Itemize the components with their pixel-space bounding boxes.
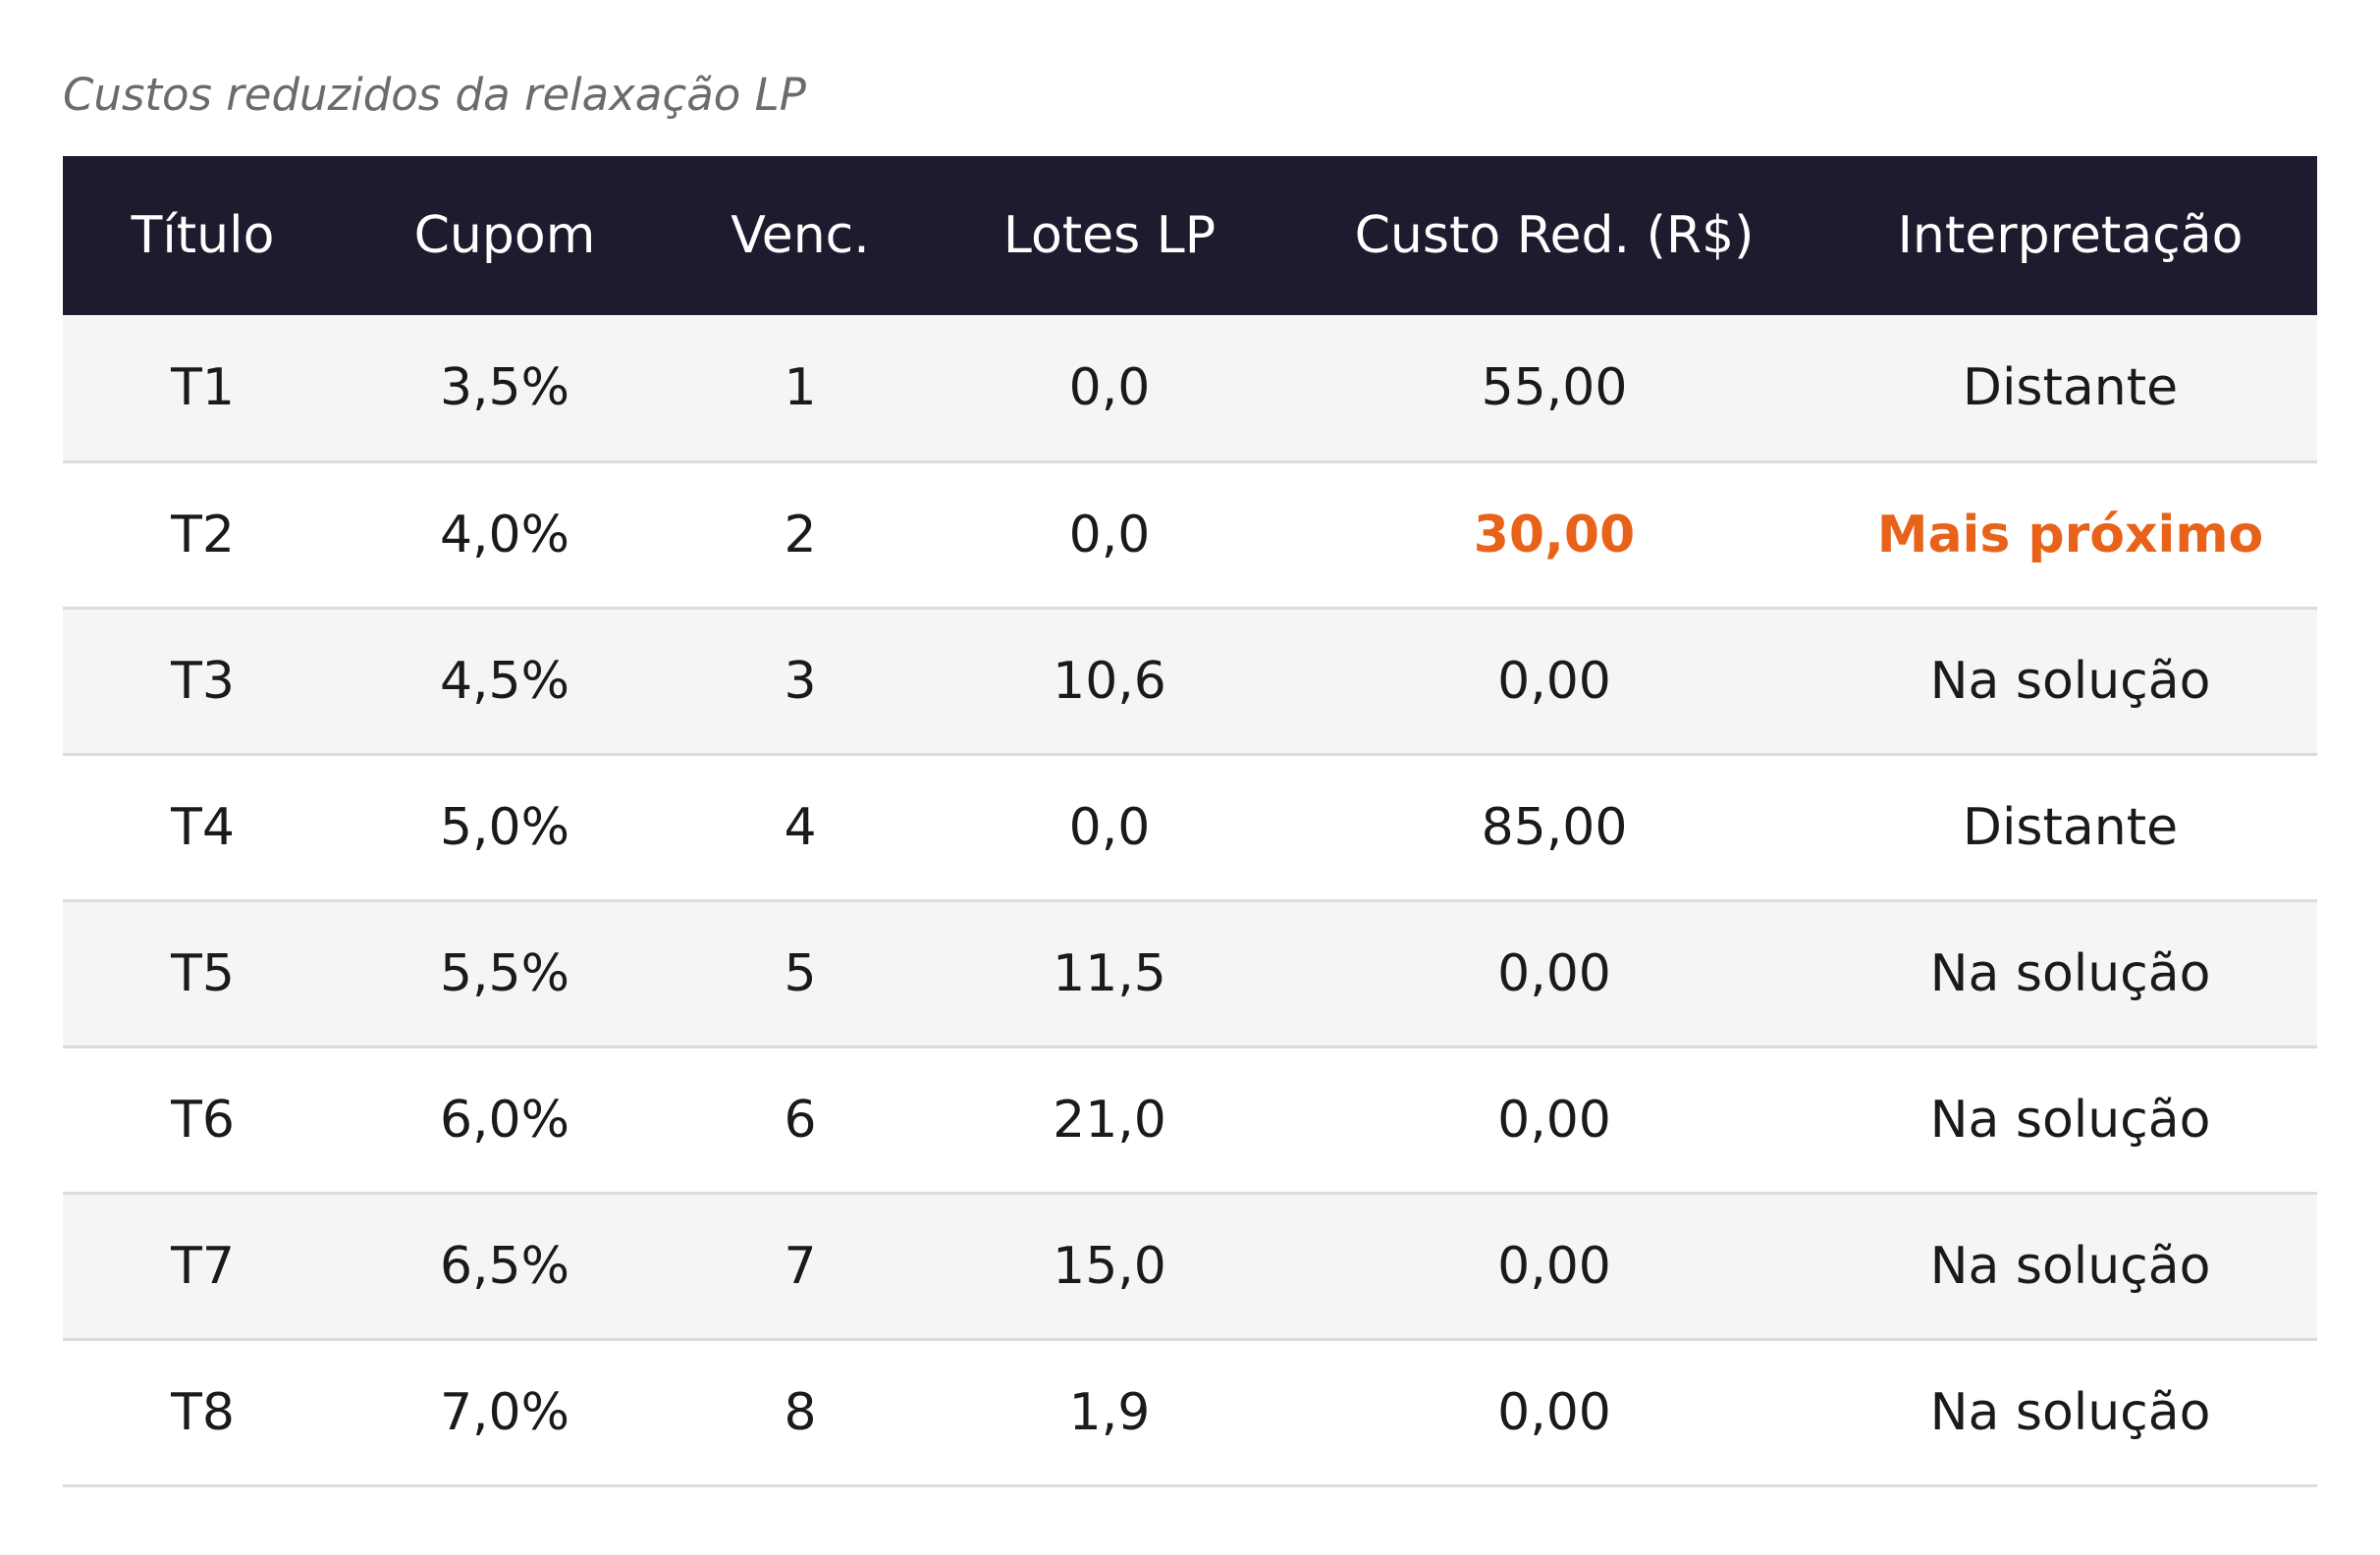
reduced-costs-table: Título Cupom Venc. Lotes LP Custo Red. (… <box>63 156 2317 1487</box>
cell-titulo: T7 <box>63 1193 343 1341</box>
cell-interpretacao: Na solução <box>1823 1339 2317 1487</box>
cell-venc: 5 <box>667 900 934 1048</box>
table-row: T7 6,5% 7 15,0 0,00 Na solução <box>63 1193 2317 1341</box>
cell-custo-red: 85,00 <box>1285 754 1823 902</box>
cell-custo-red: 0,00 <box>1285 900 1823 1048</box>
header-row: Título Cupom Venc. Lotes LP Custo Red. (… <box>63 156 2317 315</box>
cell-venc: 3 <box>667 608 934 756</box>
table-header: Título Cupom Venc. Lotes LP Custo Red. (… <box>63 156 2317 315</box>
table-row: T8 7,0% 8 1,9 0,00 Na solução <box>63 1339 2317 1487</box>
cell-custo-red: 0,00 <box>1285 608 1823 756</box>
table-row: T5 5,5% 5 11,5 0,00 Na solução <box>63 900 2317 1048</box>
cell-cupom: 7,0% <box>343 1339 667 1487</box>
cell-lotes-lp: 0,0 <box>934 461 1285 610</box>
cell-titulo: T6 <box>63 1046 343 1195</box>
cell-venc: 2 <box>667 461 934 610</box>
table-body: T1 3,5% 1 0,0 55,00 Distante T2 4,0% 2 0,0 30,00 Ma… <box>63 315 2317 1487</box>
table-row: T4 5,0% 4 0,0 85,00 Distante <box>63 754 2317 902</box>
cell-venc: 6 <box>667 1046 934 1195</box>
table-row: T3 4,5% 3 10,6 0,00 Na solução <box>63 608 2317 756</box>
cell-custo-red: 30,00 <box>1285 461 1823 610</box>
table-caption: Custos reduzidos da relaxação LP <box>63 69 806 121</box>
cell-cupom: 5,5% <box>343 900 667 1048</box>
header-lotes-lp: Lotes LP <box>1002 206 1217 265</box>
cell-lotes-lp: 21,0 <box>934 1046 1285 1195</box>
cell-interpretacao: Na solução <box>1823 1193 2317 1341</box>
header-venc: Venc. <box>730 206 870 265</box>
cell-venc: 1 <box>667 315 934 463</box>
cell-custo-red: 0,00 <box>1285 1193 1823 1341</box>
cell-titulo: T2 <box>63 461 343 610</box>
cell-cupom: 5,0% <box>343 754 667 902</box>
cell-cupom: 3,5% <box>343 315 667 463</box>
cell-cupom: 6,5% <box>343 1193 667 1341</box>
cell-custo-red: 0,00 <box>1285 1339 1823 1487</box>
cell-lotes-lp: 11,5 <box>934 900 1285 1048</box>
cell-titulo: T1 <box>63 315 343 463</box>
cell-cupom: 6,0% <box>343 1046 667 1195</box>
cell-interpretacao: Distante <box>1823 315 2317 463</box>
cell-venc: 7 <box>667 1193 934 1341</box>
cell-lotes-lp: 15,0 <box>934 1193 1285 1341</box>
cell-custo-red: 55,00 <box>1285 315 1823 463</box>
cell-lotes-lp: 0,0 <box>934 754 1285 902</box>
header-interpretacao: Interpretação <box>1897 206 2244 265</box>
header-cupom: Cupom <box>413 206 596 265</box>
table-row: T2 4,0% 2 0,0 30,00 Mais próximo <box>63 461 2317 610</box>
cell-titulo: T8 <box>63 1339 343 1487</box>
cell-venc: 4 <box>667 754 934 902</box>
cell-interpretacao: Na solução <box>1823 900 2317 1048</box>
cell-titulo: T5 <box>63 900 343 1048</box>
header-titulo: Título <box>131 206 275 265</box>
table-row: T1 3,5% 1 0,0 55,00 Distante <box>63 315 2317 463</box>
cell-cupom: 4,0% <box>343 461 667 610</box>
header-custo-red: Custo Red. (R$) <box>1354 206 1755 265</box>
cell-cupom: 4,5% <box>343 608 667 756</box>
cell-lotes-lp: 10,6 <box>934 608 1285 756</box>
cell-interpretacao: Distante <box>1823 754 2317 902</box>
table-row: T6 6,0% 6 21,0 0,00 Na solução <box>63 1046 2317 1195</box>
cell-interpretacao: Na solução <box>1823 608 2317 756</box>
cell-lotes-lp: 0,0 <box>934 315 1285 463</box>
cell-titulo: T3 <box>63 608 343 756</box>
cell-custo-red: 0,00 <box>1285 1046 1823 1195</box>
cell-interpretacao: Na solução <box>1823 1046 2317 1195</box>
cell-interpretacao: Mais próximo <box>1823 461 2317 610</box>
cell-venc: 8 <box>667 1339 934 1487</box>
cell-titulo: T4 <box>63 754 343 902</box>
cell-lotes-lp: 1,9 <box>934 1339 1285 1487</box>
